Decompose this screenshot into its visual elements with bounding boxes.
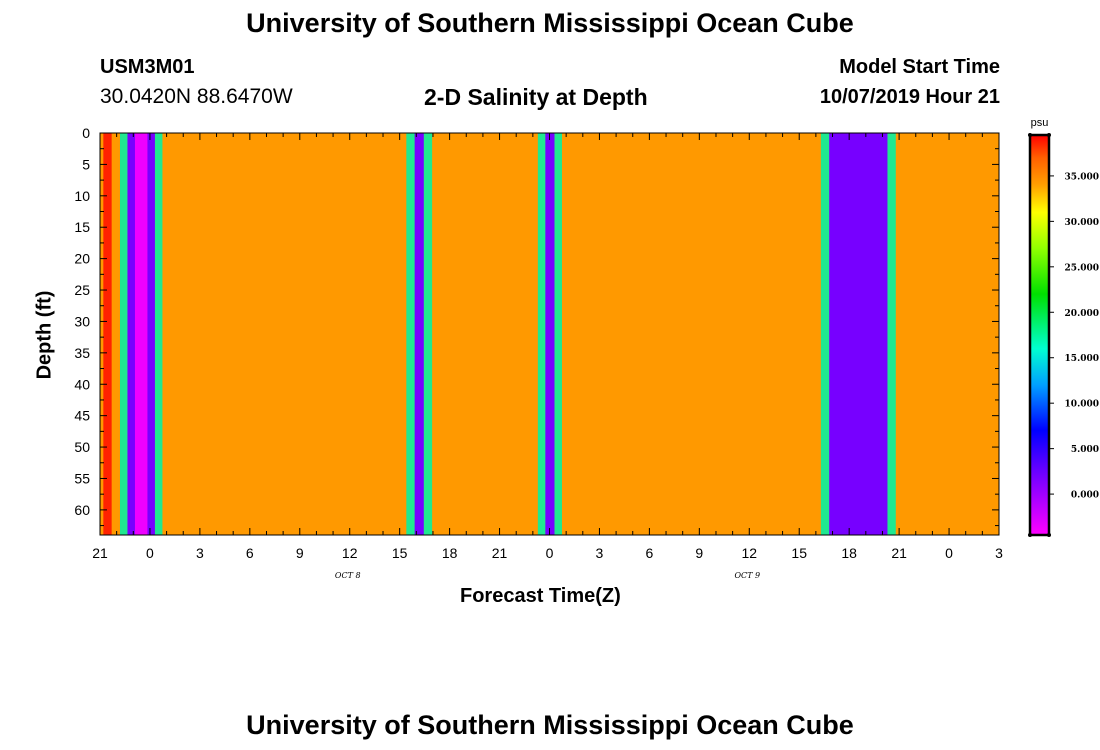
y-tick-label: 60 [74,502,90,518]
y-tick-label: 30 [74,313,90,329]
x-tick-label: 9 [695,545,703,561]
heatmap-cell [119,133,128,535]
plot-title: 2-D Salinity at Depth [424,84,648,110]
page-title: University of Southern Mississippi Ocean… [246,8,854,38]
y-tick-label: 5 [82,156,90,172]
x-tick-label: 21 [92,545,108,561]
y-tick-label: 45 [74,408,90,424]
colorbar-label: 30.000 [1065,218,1099,228]
model-start-value: 10/07/2019 Hour 21 [819,86,1000,108]
y-tick-label: 35 [74,345,90,361]
heatmap-cell [554,133,563,535]
heatmap-cell [537,133,546,535]
x-tick-label: 12 [741,545,757,561]
heatmap-cell [432,133,539,535]
heatmap-cell [423,133,433,535]
colorbar [1028,133,1051,537]
heatmap-cell [111,133,121,535]
colorbar-label: 0.000 [1071,491,1099,501]
heatmap-cell [103,133,113,535]
y-tick-label: 15 [74,219,90,235]
y-tick-label: 50 [74,439,90,455]
heatmap-cell [127,133,136,535]
x-tick-label: 21 [492,545,508,561]
x-tick-label: 21 [891,545,907,561]
colorbar-label: 20.000 [1065,309,1099,319]
x-axis-label: Forecast Time(Z) [460,585,621,607]
colorbar-label: 5.000 [1071,445,1099,455]
heatmap-cell [414,133,425,535]
x-tick-label: 18 [442,545,458,561]
heatmap-cell [820,133,830,535]
x-tick-label: 0 [146,545,154,561]
colorbar-label: 10.000 [1065,400,1099,410]
x-tick-label: 3 [995,545,1003,561]
x-tick-label: 18 [841,545,857,561]
x-tick-label: 9 [296,545,304,561]
heatmap-cell [406,133,416,535]
footer-title: University of Southern Mississippi Ocean… [246,710,854,740]
heatmap-cell [134,133,148,535]
heatmap-cell [561,133,822,535]
date-label: OCT 9 [734,571,760,580]
y-axis-label: Depth (ft) [33,290,56,380]
x-tick-label: 12 [342,545,358,561]
x-tick-label: 0 [546,545,554,561]
x-tick-label: 3 [196,545,204,561]
heatmap-cell [829,133,888,535]
colorbar-unit: psu [1031,117,1049,129]
station-location: 30.0420N 88.6470W [100,85,293,108]
x-tick-label: 15 [791,545,807,561]
y-tick-label: 40 [74,376,90,392]
x-tick-label: 3 [596,545,604,561]
colorbar-end-marker [1028,533,1032,537]
colorbar-label: 35.000 [1065,172,1099,182]
heatmap-cell [162,133,407,535]
colorbar-end-marker [1028,133,1032,137]
heatmap-cell [895,133,1000,535]
x-tick-label: 15 [392,545,408,561]
heatmap-cell [154,133,163,535]
y-tick-label: 0 [82,125,90,141]
colorbar-end-marker [1047,133,1051,137]
colorbar-end-marker [1047,533,1051,537]
y-tick-label: 10 [74,188,90,204]
colorbar-label: 25.000 [1065,263,1099,273]
date-label: OCT 8 [335,571,361,580]
y-tick-label: 55 [74,470,90,486]
station-id: USM3M01 [100,56,195,78]
heatmap-cell [545,133,555,535]
x-tick-label: 6 [246,545,254,561]
x-tick-label: 0 [945,545,953,561]
x-tick-label: 6 [645,545,653,561]
y-tick-label: 25 [74,282,90,298]
model-start-label: Model Start Time [839,56,1000,78]
y-tick-label: 20 [74,251,90,267]
colorbar-label: 15.000 [1065,354,1099,364]
heatmap-cell [100,133,104,535]
heatmap-cell [887,133,897,535]
heatmap-cell [147,133,156,535]
